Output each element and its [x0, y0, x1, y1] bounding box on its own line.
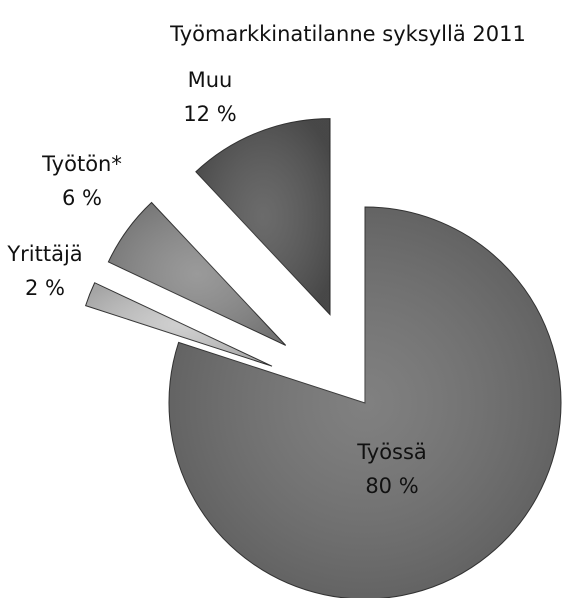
slice-label: Työssä	[356, 440, 427, 464]
slice-shade	[169, 207, 561, 598]
slice-shade	[195, 118, 331, 315]
slice-value-label: 80 %	[365, 474, 418, 498]
chart-title: Työmarkkinatilanne syksyllä 2011	[169, 22, 526, 46]
slice-label: Muu	[188, 68, 233, 92]
slice-shade	[85, 282, 273, 367]
slice-value-label: 2 %	[25, 276, 65, 300]
slice-label: Yrittäjä	[6, 242, 82, 266]
slice-shade	[108, 202, 286, 346]
slice-value-label: 6 %	[62, 186, 102, 210]
slice-value-label: 12 %	[183, 102, 236, 126]
slice-label: Työtön*	[41, 152, 122, 176]
